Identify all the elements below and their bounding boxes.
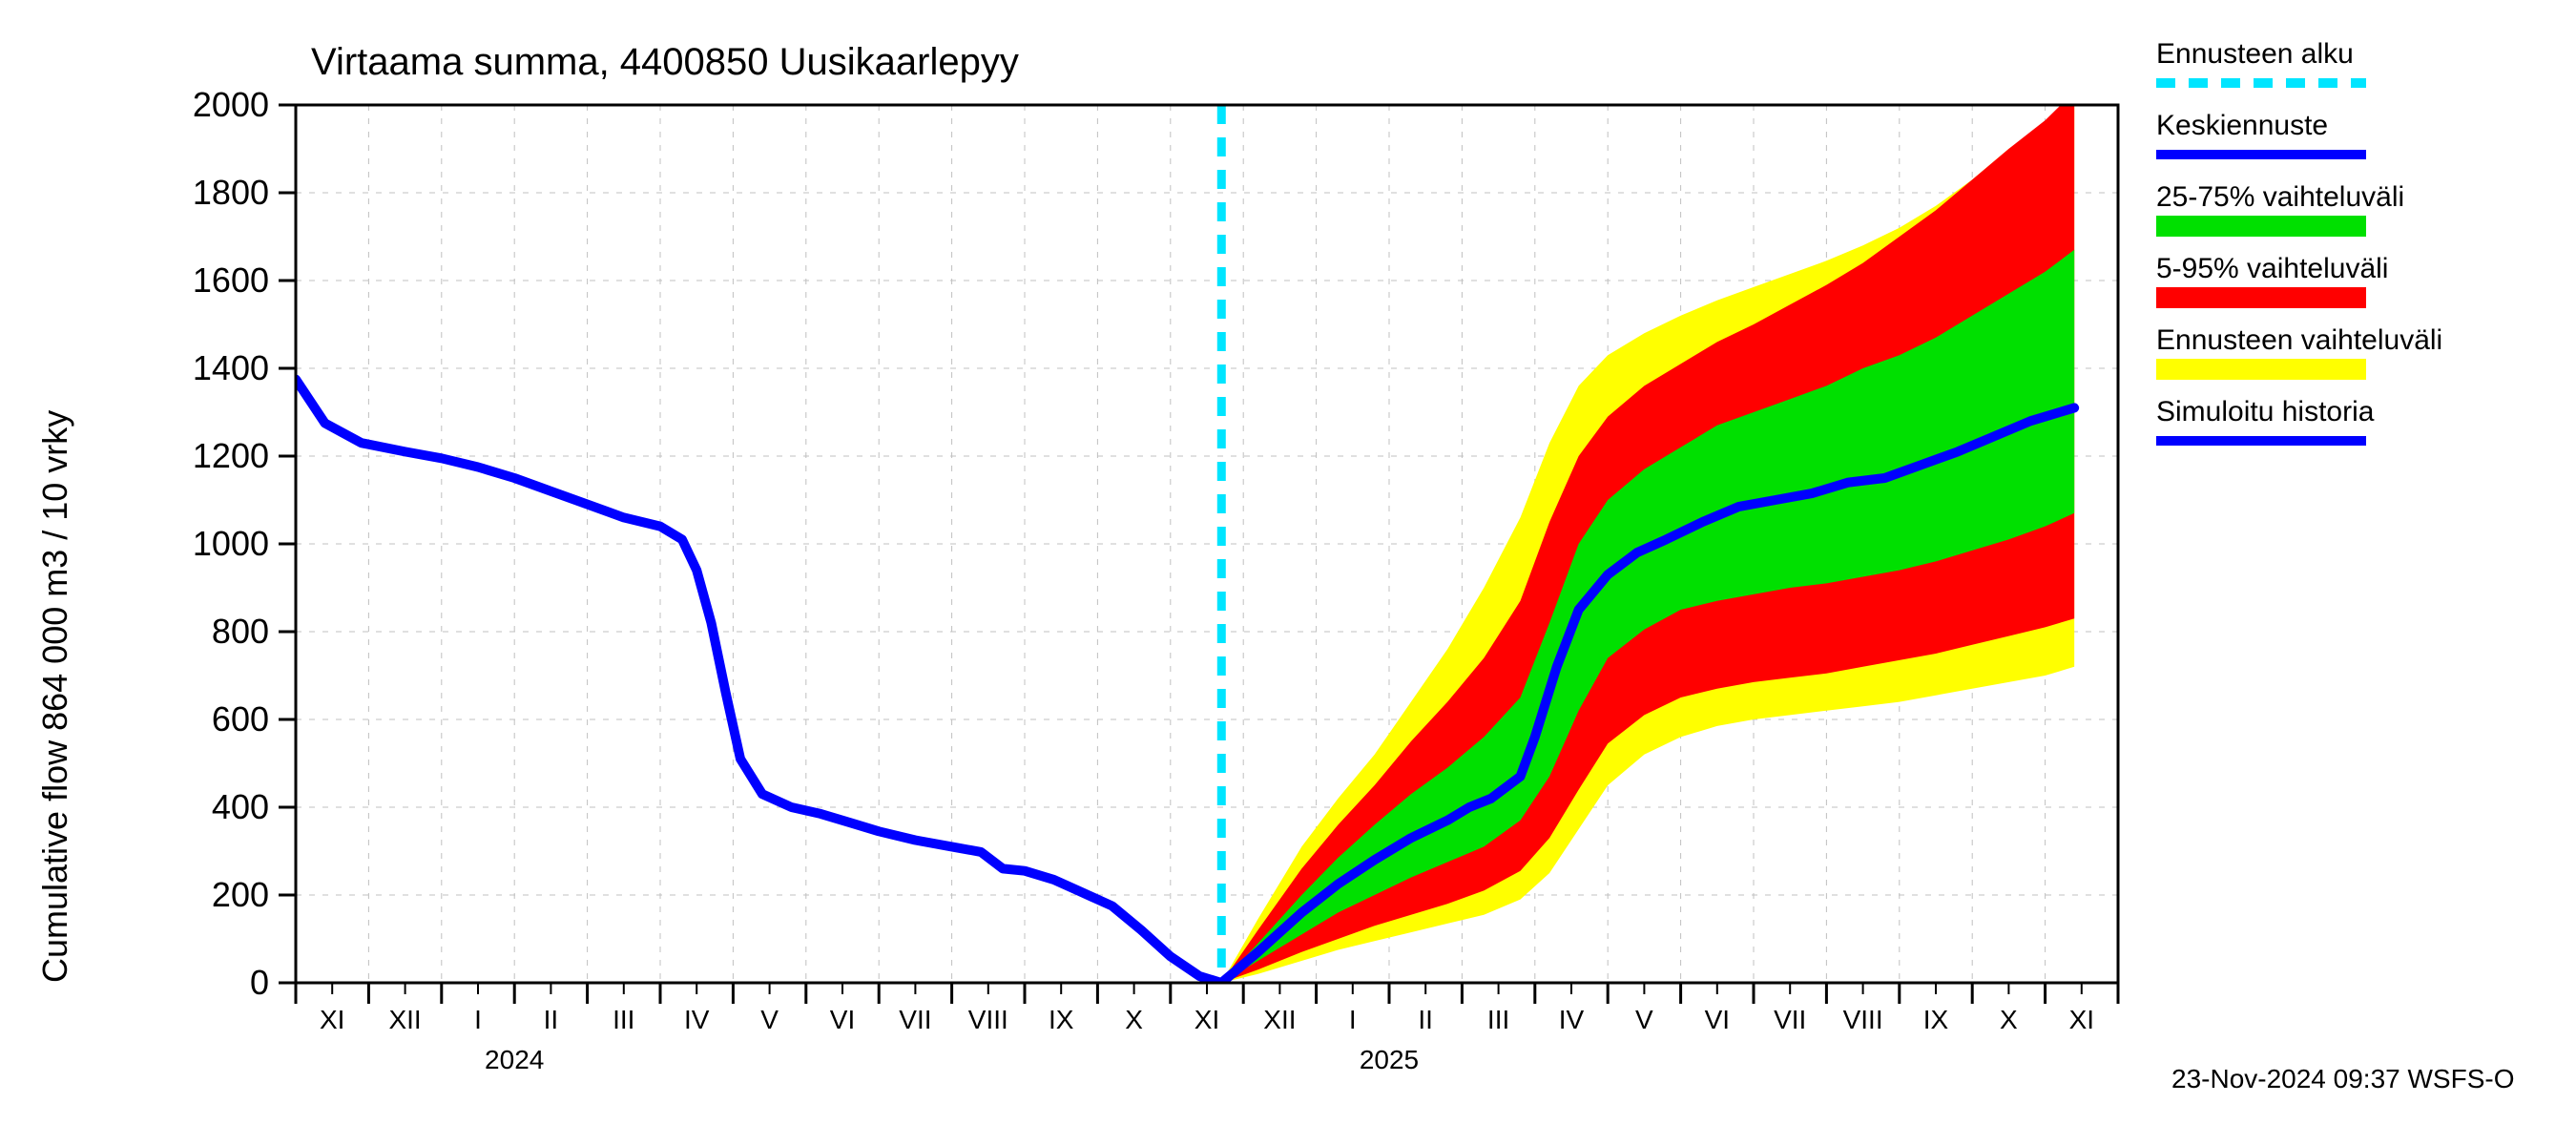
y-tick-label: 1200 [193,436,269,475]
x-month-label: II [544,1005,559,1034]
y-tick-label: 1400 [193,348,269,387]
y-tick-label: 0 [250,963,269,1002]
x-month-label: VI [1705,1005,1730,1034]
x-month-label: III [613,1005,634,1034]
x-month-label: XI [2069,1005,2094,1034]
y-tick-label: 400 [212,787,269,826]
x-month-label: IV [1559,1005,1585,1034]
legend-swatch [2156,359,2366,380]
footer-timestamp: 23-Nov-2024 09:37 WSFS-O [2171,1064,2515,1093]
x-year-label: 2025 [1360,1045,1419,1074]
x-month-label: IX [1923,1005,1949,1034]
y-tick-label: 1000 [193,524,269,563]
y-tick-label: 200 [212,875,269,914]
x-month-label: XI [1195,1005,1219,1034]
x-month-label: V [760,1005,779,1034]
x-month-label: V [1635,1005,1653,1034]
x-month-label: X [2000,1005,2018,1034]
y-tick-label: 1600 [193,260,269,300]
x-month-label: VII [1774,1005,1806,1034]
x-month-label: III [1487,1005,1509,1034]
legend-label: 25-75% vaihteluväli [2156,181,2404,213]
cumulative-flow-chart: 0200400600800100012001400160018002000XIX… [0,0,2576,1145]
x-month-label: II [1418,1005,1433,1034]
x-month-label: XII [1263,1005,1296,1034]
x-month-label: VIII [1843,1005,1883,1034]
y-tick-label: 800 [212,612,269,651]
chart-title: Virtaama summa, 4400850 Uusikaarlepyy [311,41,1019,83]
chart-background [0,0,2576,1145]
legend-label: Ennusteen vaihteluväli [2156,324,2442,356]
x-month-label: VI [830,1005,855,1034]
legend-swatch [2156,287,2366,308]
legend-label: 5-95% vaihteluväli [2156,253,2388,284]
x-month-label: X [1125,1005,1143,1034]
legend-label: Simuloitu historia [2156,396,2375,427]
y-tick-label: 600 [212,699,269,739]
x-month-label: I [474,1005,482,1034]
x-month-label: IX [1049,1005,1074,1034]
x-month-label: VII [899,1005,931,1034]
x-month-label: IV [684,1005,710,1034]
chart-container: 0200400600800100012001400160018002000XIX… [0,0,2576,1145]
y-tick-label: 2000 [193,85,269,124]
legend-swatch [2156,216,2366,237]
y-axis-label: Cumulative flow 864 000 m3 / 10 vrky [35,410,74,983]
x-month-label: VIII [968,1005,1008,1034]
x-year-label: 2024 [485,1045,544,1074]
legend-label: Ennusteen alku [2156,38,2354,70]
x-month-label: XI [320,1005,344,1034]
legend-label: Keskiennuste [2156,110,2328,141]
y-tick-label: 1800 [193,173,269,212]
x-month-label: XII [388,1005,421,1034]
x-month-label: I [1349,1005,1357,1034]
